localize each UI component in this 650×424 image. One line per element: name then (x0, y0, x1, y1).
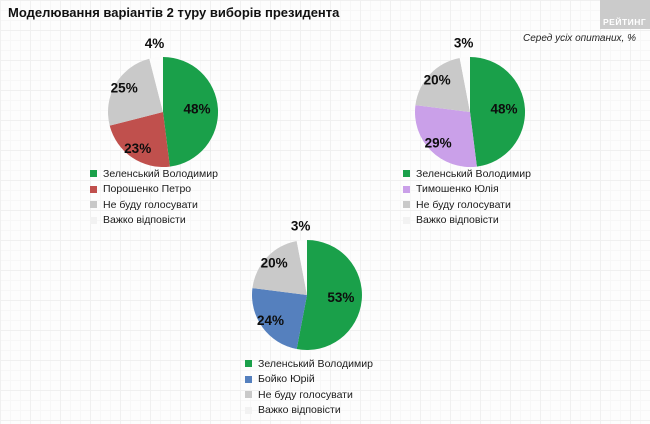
pie-slice-label: 53% (327, 290, 354, 305)
pie-slice-label: 3% (454, 37, 474, 51)
legend-swatch (245, 360, 252, 368)
legend-swatch (403, 185, 410, 193)
legend-item: Зеленський Володимир (90, 166, 260, 182)
pie-slice (459, 56, 470, 112)
pie-slice-label: 20% (424, 73, 451, 88)
pie-slice (149, 57, 163, 112)
legend-zelensky-vs-tymoshenko: Зеленський Володимир Тимошенко Юлія Не буд… (403, 166, 573, 228)
legend-item: Порошенко Петро (90, 182, 260, 198)
legend-swatch (90, 170, 97, 178)
legend-item: Тимошенко Юлія (403, 182, 573, 198)
legend-item: Бойко Юрій (245, 372, 415, 388)
pie-slice-label: 23% (124, 141, 151, 156)
legend-label: Тимошенко Юлія (416, 183, 499, 196)
pie-slice (296, 240, 362, 350)
legend-label: Бойко Юрій (258, 373, 315, 386)
legend-label: Важко відповісти (416, 214, 499, 227)
pie-slice (251, 288, 307, 350)
pie-chart-zelensky-vs-boyko: 53% 24% 20% 3% (251, 220, 362, 350)
pie-chart-zelensky-vs-tymoshenko: 48% 29% 20% 3% (414, 37, 526, 168)
legend-item: Не буду голосувати (403, 197, 573, 213)
rating-logo: РЕЙТИНГ (600, 0, 650, 29)
pie-slice-label: 25% (111, 81, 138, 96)
pie-slice-label: 24% (257, 313, 284, 328)
legend-swatch (403, 216, 410, 224)
page-title: Моделювання варіантів 2 туру виборів пре… (8, 5, 340, 20)
pie-slice (415, 57, 470, 112)
pie-slice-label: 29% (425, 135, 452, 150)
legend-label: Не буду голосувати (103, 198, 198, 211)
pie-slice (470, 56, 526, 167)
legend-swatch (245, 375, 252, 383)
legend-swatch (403, 201, 410, 209)
legend-label: Не буду голосувати (258, 388, 353, 401)
legend-zelensky-vs-poroshenko: Зеленський Володимир Порошенко Петро Не бу… (90, 166, 260, 228)
legend-item: Зеленський Володимир (403, 166, 573, 182)
legend-swatch (90, 185, 97, 193)
pie-slice-label: 20% (261, 256, 288, 271)
legend-item: Зеленський Володимир (245, 356, 415, 372)
pie-slice (163, 56, 219, 167)
pie-slice (414, 105, 477, 168)
pie-slice-label: 3% (291, 220, 311, 234)
chart-subtitle: Серед усіх опитаних, % (522, 33, 636, 44)
legend-label: Порошенко Петро (103, 183, 192, 196)
pie-slice (109, 112, 170, 168)
legend-swatch (90, 201, 97, 209)
legend-zelensky-vs-boyko: Зеленський Володимир Бойко Юрій Не буду го… (245, 356, 415, 418)
legend-swatch (245, 391, 252, 399)
legend-label: Зеленський Володимир (258, 357, 373, 370)
legend-swatch (245, 406, 252, 414)
legend-item: Важко відповісти (90, 213, 260, 229)
legend-item: Не буду голосувати (90, 197, 260, 213)
legend-item: Важко відповісти (403, 213, 573, 229)
legend-label: Важко відповісти (258, 404, 341, 417)
rating-logo-text: РЕЙТИНГ (603, 17, 647, 27)
pie-slice-label: 48% (490, 101, 517, 116)
legend-label: Важко відповісти (103, 214, 186, 227)
pie-slice-label: 4% (145, 37, 165, 51)
pie-slice (296, 240, 307, 295)
pie-chart-zelensky-vs-poroshenko: 48% 23% 25% 4% (108, 37, 219, 168)
legend-item: Не буду голосувати (245, 387, 415, 403)
legend-swatch (403, 170, 410, 178)
pie-slice (252, 240, 307, 295)
legend-label: Зеленський Володимир (103, 167, 218, 180)
pie-slice (108, 58, 163, 126)
pie-slice-label: 48% (183, 101, 210, 116)
legend-item: Важко відповісти (245, 403, 415, 419)
legend-label: Не буду голосувати (416, 198, 511, 211)
legend-label: Зеленський Володимир (416, 167, 531, 180)
legend-swatch (90, 216, 97, 224)
